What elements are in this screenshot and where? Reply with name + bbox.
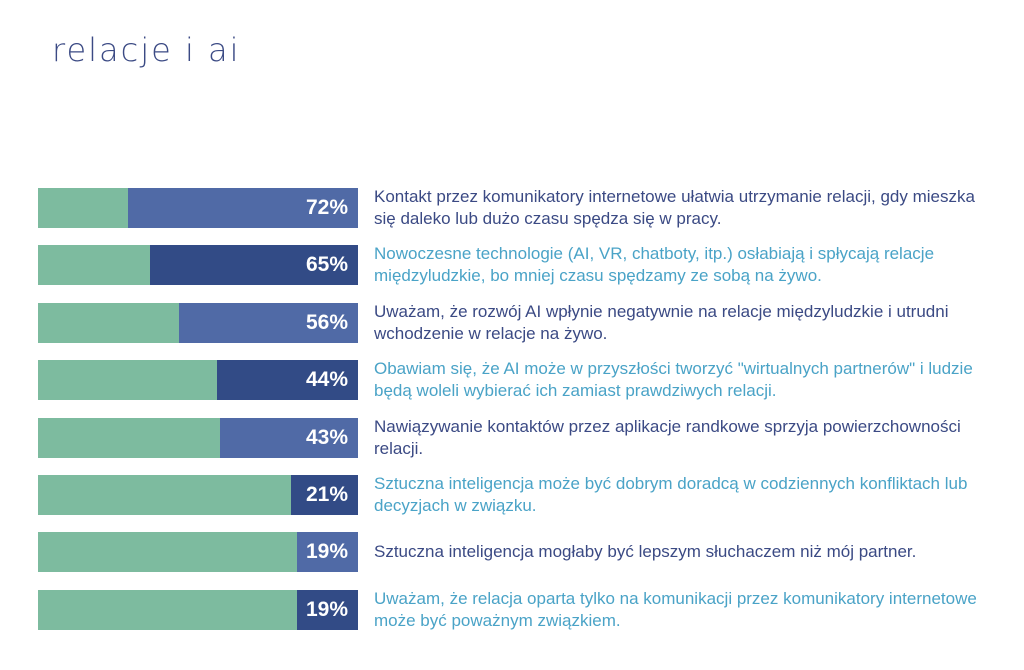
chart-row: 56% Uważam, że rozwój AI wpłynie negatywn… [0,302,1024,343]
bar-value-label: 65% [305,253,348,276]
bar-value-label: 72% [305,196,348,219]
category-label: Nawiązywanie kontaktów przez aplikacje r… [374,417,961,458]
bar-value-label: 43% [305,426,348,449]
category-label: Sztuczna inteligencja może być dobrym do… [374,474,968,515]
bar: 19% [297,532,358,572]
bar: 56% [178,303,358,343]
bar-value-label: 19% [305,540,348,563]
bar: 43% [220,418,358,458]
chart-row: 21% Sztuczna inteligencja może być dobrym… [0,474,1024,515]
bar: 65% [150,245,358,285]
category-label: Kontakt przez komunikatory internetowe u… [374,187,975,228]
bar-value-label: 21% [305,483,348,506]
category-label: Obawiam się, że AI może w przyszłości tw… [374,359,973,400]
chart-row: 43% Nawiązywanie kontaktów przez aplikacj… [0,417,1024,458]
bar: 19% [297,590,358,630]
bar: 21% [290,475,358,515]
bar-track: 65% [38,245,358,285]
bar-track: 19% [38,590,358,630]
bar-track: 44% [38,360,358,400]
bar: 44% [217,360,358,400]
bar-track: 56% [38,303,358,343]
chart-row: 44% Obawiam się, że AI może w przyszłości… [0,359,1024,400]
chart-row: 19% Sztuczna inteligencja mogłaby być lep… [0,532,1024,572]
bar-value-label: 56% [305,311,348,334]
category-label: Sztuczna inteligencja mogłaby być lepszy… [374,542,917,561]
chart-row: 65% Nowoczesne technologie (AI, VR, chatb… [0,244,1024,285]
category-label: Uważam, że rozwój AI wpłynie negatywnie … [374,302,949,343]
bar-track: 19% [38,532,358,572]
bar-value-label: 19% [305,598,348,621]
bar-track: 21% [38,475,358,515]
chart-row: 72% Kontakt przez komunikatory internetow… [0,187,1024,228]
category-label: Uważam, że relacja oparta tylko na komun… [374,589,977,630]
bar-track: 72% [38,188,358,228]
category-label: Nowoczesne technologie (AI, VR, chatboty… [374,244,935,285]
bar-value-label: 44% [305,368,348,391]
chart-row: 19% Uważam, że relacja oparta tylko na ko… [0,589,1024,630]
page-title: relacje i AI [52,31,241,69]
bar-track: 43% [38,418,358,458]
bar: 72% [127,188,358,228]
